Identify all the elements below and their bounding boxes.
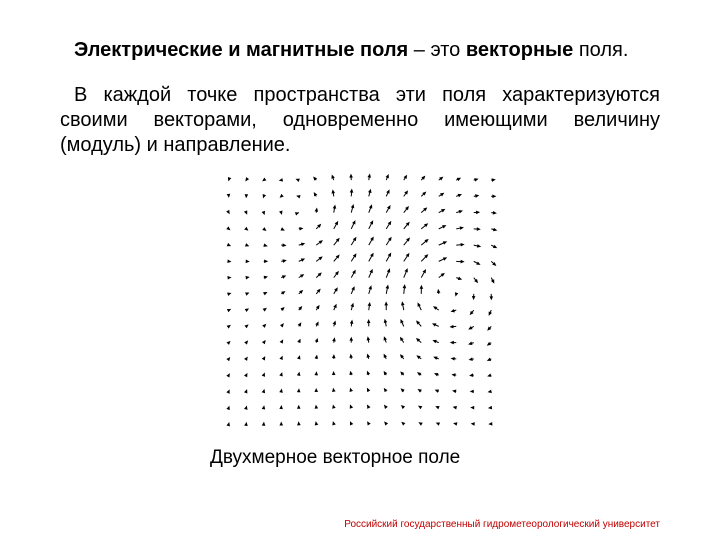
- figure-caption: Двухмерное векторное поле: [210, 447, 660, 469]
- p1-plain-1: – это: [408, 39, 466, 61]
- slide: Электрические и магнитные поля – это век…: [0, 0, 720, 540]
- vector-field-figure: [220, 172, 500, 437]
- footer-text: Российский государственный гидрометеорол…: [344, 519, 660, 530]
- p1-plain-2: поля.: [573, 39, 628, 61]
- p1-bold-2: векторные: [466, 39, 573, 61]
- paragraph-1: Электрические и магнитные поля – это век…: [60, 38, 660, 63]
- p1-bold-1: Электрические и магнитные поля: [74, 39, 408, 61]
- paragraph-2: В каждой точке пространства эти поля хар…: [60, 83, 660, 158]
- figure-container: Двухмерное векторное поле: [60, 172, 660, 469]
- vector-field-svg: [220, 172, 500, 432]
